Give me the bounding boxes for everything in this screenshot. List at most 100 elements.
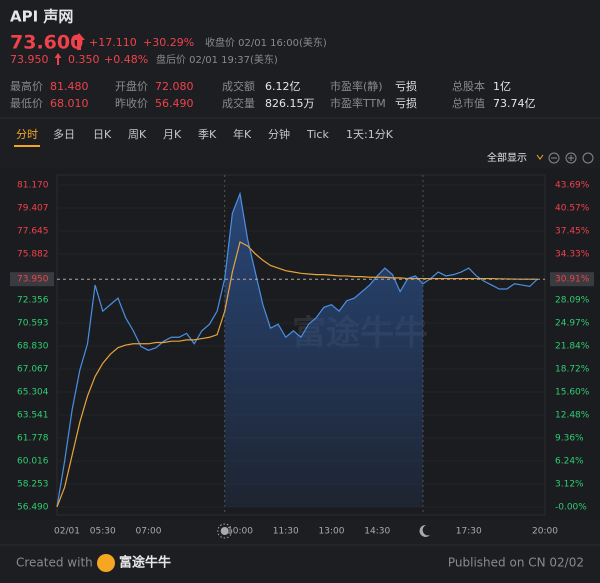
x-tick-label: 11:30 bbox=[273, 527, 299, 537]
y-tick-label: 72.356 bbox=[17, 295, 49, 305]
sun-icon bbox=[217, 523, 233, 539]
y-tick-label: 70.593 bbox=[17, 318, 49, 328]
x-tick-label: 13:00 bbox=[319, 527, 345, 537]
tab[interactable]: 分时 bbox=[16, 128, 38, 141]
stat-value: 亏损 bbox=[395, 79, 417, 93]
x-tick-label: 14:30 bbox=[364, 527, 390, 537]
x-tick-label: 17:30 bbox=[456, 527, 482, 537]
footer-published: Published on CN 02/02 bbox=[448, 556, 584, 570]
y2-tick-label: 18.72% bbox=[555, 365, 590, 375]
y2-tick-label: 24.97% bbox=[555, 318, 590, 328]
y2-tick-label: 40.57% bbox=[555, 203, 590, 213]
stat-label: 市盈率TTM bbox=[330, 96, 386, 110]
zoom-icons[interactable] bbox=[548, 152, 594, 164]
stat-label: 开盘价 bbox=[115, 79, 148, 93]
y2-tick-label: 34.33% bbox=[555, 249, 590, 259]
x-tick-label: 10:00 bbox=[227, 527, 253, 537]
stat-value: 6.12亿 bbox=[265, 80, 301, 93]
y-tick-label: 67.067 bbox=[17, 365, 49, 375]
series-line bbox=[56, 191, 538, 507]
y2-tick-label: 28.09% bbox=[555, 295, 590, 305]
stock-title: API 声网 bbox=[10, 8, 73, 26]
y-tick-label: 75.882 bbox=[17, 249, 49, 259]
after-change: 0.350 bbox=[68, 53, 100, 66]
y2-tick-label: 9.36% bbox=[555, 434, 584, 444]
footer-created: Created with bbox=[16, 556, 93, 570]
change-pct: +30.29% bbox=[143, 36, 194, 49]
y-tick-label: 63.541 bbox=[17, 411, 49, 421]
current-pct-label: 30.91% bbox=[555, 275, 590, 285]
series-line bbox=[56, 241, 538, 508]
change: +17.110 bbox=[89, 36, 137, 49]
stat-label: 成交量 bbox=[222, 96, 255, 110]
stat-value: 1亿 bbox=[493, 80, 511, 93]
stat-value: 68.010 bbox=[50, 97, 89, 110]
tab[interactable]: 分钟 bbox=[268, 127, 290, 141]
tab[interactable]: 1天:1分K bbox=[346, 128, 394, 141]
plot: 81.170 79.407 77.645 75.882 72.356 70.593 68.8… bbox=[10, 181, 594, 537]
plot-frame bbox=[56, 174, 546, 516]
y2-tick-label: 12.48% bbox=[555, 411, 590, 421]
tab-underline bbox=[14, 145, 40, 147]
y2-tick-label: 3.12% bbox=[555, 480, 584, 490]
y-tick-label: 65.304 bbox=[17, 388, 49, 398]
tab[interactable]: 月K bbox=[163, 128, 182, 141]
x-tick-label: 05:30 bbox=[90, 527, 116, 537]
y2-tick-label: 15.60% bbox=[555, 388, 590, 398]
tabs: 分时 多日 日K 周K 月K 季K 年K 分钟 Tick 1天:1分K bbox=[16, 127, 394, 141]
x-tick-label: 20:00 bbox=[532, 527, 558, 537]
y2-tick-label: 43.69% bbox=[555, 181, 590, 191]
stat-label: 市盈率(静) bbox=[330, 79, 383, 93]
current-price-label: 73.950 bbox=[17, 275, 49, 285]
tab[interactable]: Tick bbox=[306, 128, 329, 141]
dropdown-icon[interactable] bbox=[536, 154, 544, 160]
display-toggle[interactable]: 全部显示 bbox=[487, 151, 527, 164]
y2-tick-label: 21.84% bbox=[555, 342, 590, 352]
y-tick-label: 60.016 bbox=[17, 456, 49, 466]
after-pct: +0.48% bbox=[104, 53, 148, 66]
stat-value: 亏损 bbox=[395, 96, 417, 110]
tab[interactable]: 季K bbox=[198, 128, 217, 141]
y-tick-label: 61.778 bbox=[17, 434, 49, 444]
current-pct-bg bbox=[550, 272, 594, 287]
moon-icon bbox=[419, 524, 430, 537]
tab[interactable]: 周K bbox=[128, 128, 147, 141]
stat-value: 826.15万 bbox=[265, 97, 315, 110]
stat-label: 最高价 bbox=[10, 79, 43, 93]
footer-brand: 富途牛牛 bbox=[119, 555, 171, 571]
price: 73.600 bbox=[10, 32, 83, 54]
price-area bbox=[224, 193, 423, 507]
close-label: 收盘价 02/01 16:00(美东) bbox=[205, 36, 327, 49]
x-tick-label: 02/01 bbox=[54, 527, 80, 537]
x-tick-label: 07:00 bbox=[136, 527, 162, 537]
current-label-bg bbox=[10, 272, 54, 287]
y2-tick-label: 37.45% bbox=[555, 226, 590, 236]
stat-label: 总市值 bbox=[452, 96, 485, 110]
stat-label: 最低价 bbox=[10, 97, 43, 110]
y-tick-label: 81.170 bbox=[17, 181, 49, 191]
tab[interactable]: 多日 bbox=[53, 127, 75, 141]
y-tick-label: 77.645 bbox=[17, 226, 49, 236]
after-label: 盘后价 02/01 19:37(美东) bbox=[156, 53, 278, 66]
y-tick-label: 68.830 bbox=[17, 342, 49, 352]
y2-tick-label: 6.24% bbox=[555, 457, 584, 467]
y-tick-label: 79.407 bbox=[17, 204, 49, 214]
after-price: 73.950 bbox=[10, 53, 49, 66]
up-arrow-small bbox=[54, 53, 62, 65]
stat-value: 56.490 bbox=[155, 97, 194, 110]
y-tick-label: 58.253 bbox=[17, 479, 49, 489]
up-arrow bbox=[73, 33, 85, 50]
tab[interactable]: 日K bbox=[93, 128, 112, 141]
tab[interactable]: 年K bbox=[233, 127, 252, 141]
stat-label: 昨收价 bbox=[115, 96, 148, 110]
y-tick-label: 56.490 bbox=[17, 503, 49, 513]
stat-label: 成交额 bbox=[222, 79, 255, 93]
stat-value: 81.480 bbox=[50, 80, 89, 93]
stat-label: 总股本 bbox=[452, 79, 485, 93]
stat-value: 72.080 bbox=[155, 80, 194, 93]
y2-tick-label: -0.00% bbox=[555, 503, 587, 513]
stats: 最高价 81.480 开盘价 72.080 成交额 6.12亿 市盈率(静) 亏损 总股本 1亿最… bbox=[10, 79, 536, 110]
brand-logo bbox=[97, 554, 115, 572]
stat-value: 73.74亿 bbox=[493, 97, 536, 110]
